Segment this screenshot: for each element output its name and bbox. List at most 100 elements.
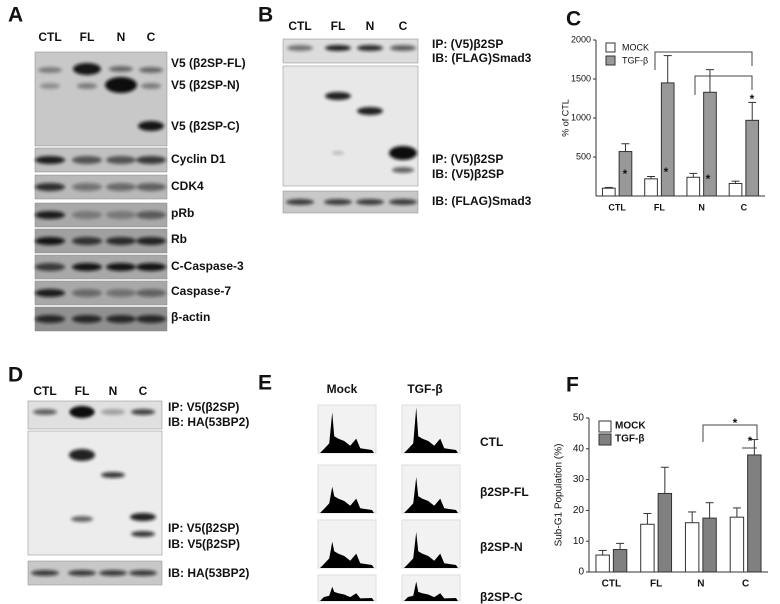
bar — [660, 82, 675, 197]
blot-band — [101, 472, 125, 478]
blot-band — [325, 45, 351, 51]
blot-label: IP: V5(β2SP) — [168, 521, 239, 535]
histogram — [404, 532, 458, 568]
blot-strip — [27, 400, 163, 430]
blot-band — [136, 156, 166, 164]
bar — [601, 187, 616, 197]
lane-label: C — [139, 384, 148, 398]
lane-label: FL — [331, 19, 346, 33]
bar — [644, 178, 658, 197]
blot-band — [72, 211, 102, 219]
blot-band — [287, 45, 313, 51]
lane-label: CTL — [38, 30, 61, 44]
y-tick-label: 10 — [573, 536, 585, 547]
blot-band — [325, 92, 351, 100]
x-tick-label: N — [697, 579, 704, 590]
bar — [728, 183, 743, 197]
blot-band — [131, 531, 155, 537]
blot-band — [332, 151, 344, 155]
blot-strip — [282, 65, 419, 187]
blot-band — [106, 237, 136, 245]
blot-band — [136, 315, 166, 323]
legend-swatch — [598, 420, 612, 433]
blot-band — [105, 77, 137, 93]
blot-band — [72, 237, 102, 245]
histogram — [320, 586, 374, 601]
bar — [686, 176, 701, 197]
x-tick-label: N — [698, 202, 705, 212]
panel-letter: B — [258, 4, 273, 27]
blot-band — [72, 183, 102, 191]
y-tick-label: 1000 — [571, 112, 591, 122]
blot-band — [72, 289, 102, 297]
histogram — [404, 477, 458, 513]
blot-label: IP: V5(β2SP) — [168, 400, 239, 414]
bracket — [654, 51, 753, 70]
column-label: Mock — [327, 382, 358, 396]
blot-band — [392, 167, 414, 173]
x-tick-label: FL — [654, 202, 665, 212]
x-tick-label: FL — [650, 579, 662, 590]
blot-label: V5 (β2SP-N) — [171, 78, 240, 92]
lane-label: C — [399, 19, 408, 33]
lane-label: N — [117, 30, 126, 44]
blot-band — [106, 289, 136, 297]
blot-band — [357, 45, 383, 51]
row-label: β2SP-FL — [480, 485, 529, 499]
blot-label: IB: (FLAG)Smad3 — [432, 194, 532, 208]
blot-band — [390, 45, 416, 51]
blot-band — [389, 146, 417, 160]
histogram — [404, 407, 458, 453]
blot-band — [31, 570, 59, 576]
legend-swatch — [605, 55, 616, 66]
blot-band — [101, 409, 125, 415]
panel-letter: F — [566, 374, 579, 397]
significance: * — [664, 165, 669, 179]
blot-label: pRb — [171, 206, 194, 220]
blot-label: β-actin — [171, 310, 210, 324]
legend-swatch — [598, 433, 612, 446]
blot-band — [38, 67, 62, 73]
bar — [747, 454, 762, 573]
blot-band — [136, 237, 166, 245]
legend-label: MOCK — [615, 421, 646, 432]
blot-label: C-Caspase-3 — [171, 259, 244, 273]
blot-band — [389, 199, 417, 205]
bracket — [694, 75, 753, 95]
blot-label: IB: HA(53BP2) — [168, 415, 249, 429]
y-axis-label: % of CTL — [560, 99, 570, 137]
bar — [703, 91, 717, 197]
blot-label: IB: HA(53BP2) — [168, 566, 249, 580]
panel-letter: E — [258, 372, 272, 395]
blot-band — [35, 315, 65, 323]
blot-band — [69, 449, 95, 461]
blot-band — [136, 263, 166, 271]
lane-label: N — [109, 384, 118, 398]
blot-band — [106, 263, 136, 271]
lane-label: CTL — [33, 384, 56, 398]
legend-label: MOCK — [622, 42, 649, 52]
y-tick-label: 50 — [573, 413, 585, 424]
histogram — [320, 541, 374, 568]
blot-label: IB: (FLAG)Smad3 — [432, 51, 532, 65]
bar — [640, 523, 655, 573]
blot-band — [139, 67, 163, 73]
histogram — [320, 486, 374, 513]
significance: * — [750, 92, 755, 106]
x-tick-label: CTL — [602, 579, 621, 590]
blot-band — [109, 66, 133, 72]
blot-band — [35, 183, 65, 191]
blot-band — [35, 289, 65, 297]
x-tick-label: CTL — [608, 202, 626, 212]
blot-band — [136, 289, 166, 297]
blot-band — [130, 513, 156, 521]
blot-band — [136, 211, 166, 219]
blot-band — [136, 183, 166, 191]
blot-band — [35, 237, 65, 245]
y-tick-label: 2000 — [571, 34, 591, 44]
y-axis-label: Sub-G1 Population (%) — [554, 444, 565, 547]
y-tick-label: 20 — [573, 505, 585, 516]
bar — [702, 517, 717, 573]
blot-label: IB: (V5)β2SP — [432, 167, 504, 181]
